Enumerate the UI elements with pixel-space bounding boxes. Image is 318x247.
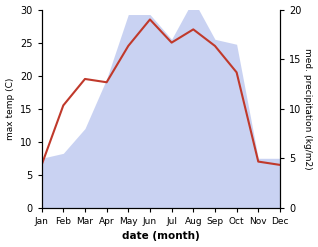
Y-axis label: med. precipitation (kg/m2): med. precipitation (kg/m2) (303, 48, 313, 169)
X-axis label: date (month): date (month) (122, 231, 200, 242)
Y-axis label: max temp (C): max temp (C) (5, 78, 15, 140)
